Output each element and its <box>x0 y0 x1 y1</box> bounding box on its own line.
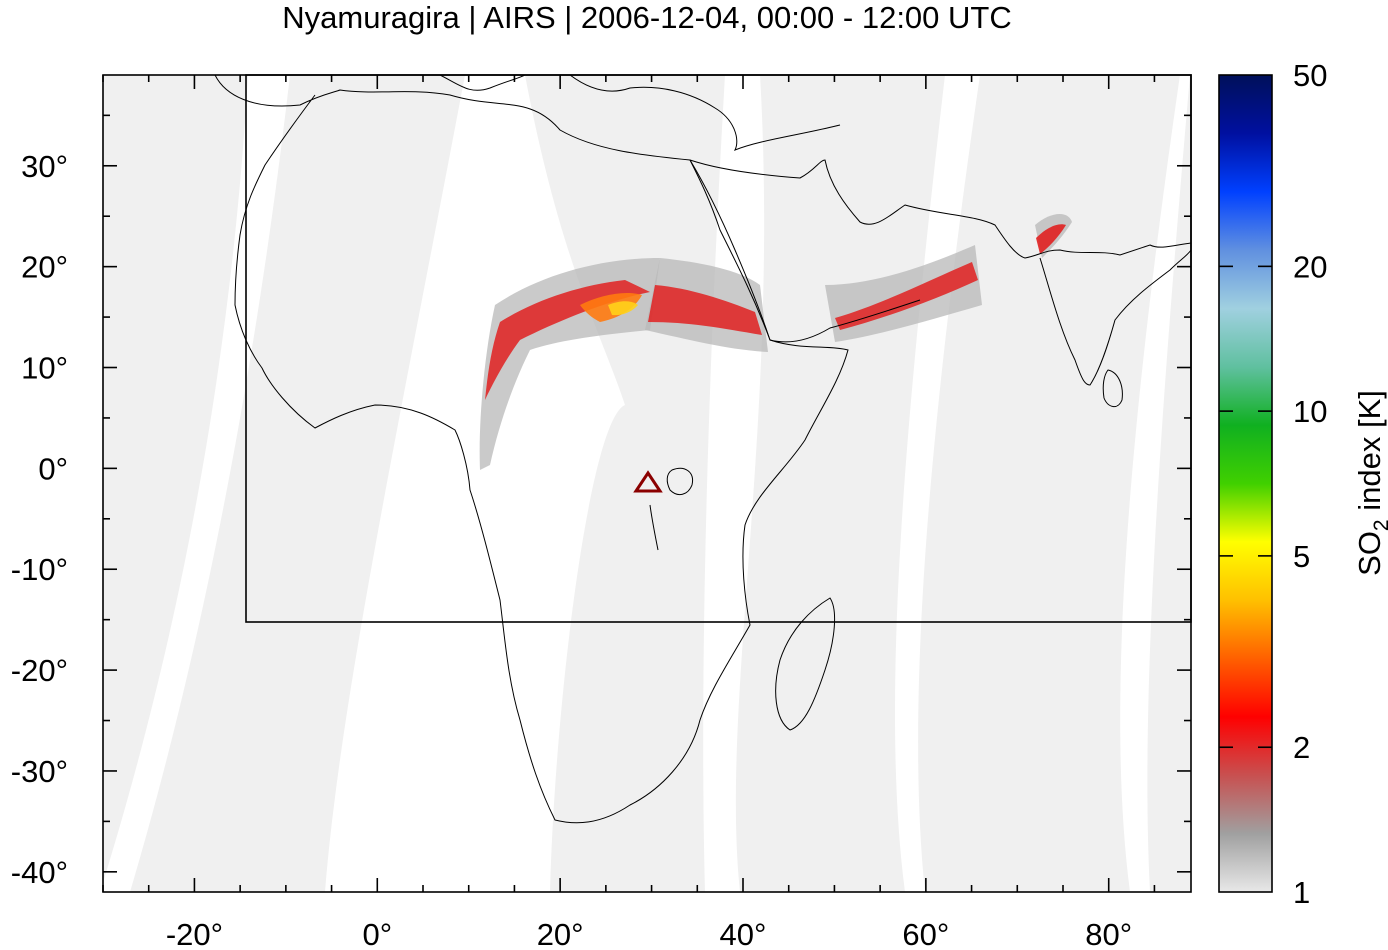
x-tick-label: 80° <box>1085 917 1132 950</box>
y-tick-label: 30° <box>21 149 68 184</box>
coastlines <box>214 75 1191 824</box>
plume-red-far-east <box>1036 224 1066 254</box>
africa-coastline <box>214 75 849 824</box>
x-tick-label: 20° <box>537 917 584 950</box>
y-tick-label: -10° <box>11 552 68 587</box>
x-axis: -20° 0° 20° 40° 60° 80° <box>102 75 1156 950</box>
satellite-swaths <box>103 75 1191 892</box>
colorbar-ticks: 1 2 5 10 20 50 <box>1219 58 1327 910</box>
madagascar-coastline <box>775 597 835 731</box>
x-tick-label: 40° <box>720 917 767 950</box>
x-tick-label: 60° <box>902 917 949 950</box>
colorbar-label: SO2 index [K] <box>1352 390 1388 576</box>
colorbar-tick-label: 10 <box>1293 394 1327 429</box>
swath-1 <box>103 75 248 892</box>
swath-2 <box>130 75 465 892</box>
y-tick-label: 20° <box>21 250 68 285</box>
map-plot-area: -20° 0° 20° 40° 60° 80° 30° 20° 10° 0° -10° -20° -3… <box>11 74 1192 950</box>
triangle-icon <box>633 470 663 493</box>
colorbar-tick-label: 2 <box>1293 730 1310 765</box>
plume-red-central <box>648 285 762 335</box>
plume-yellow-core <box>608 301 638 316</box>
colorbar-tick-label: 50 <box>1293 58 1327 93</box>
y-tick-label: 10° <box>21 351 68 386</box>
arabia-coastline <box>689 159 1191 259</box>
plot-frame <box>102 74 1192 893</box>
plume-red-west <box>485 280 650 400</box>
y-tick-label: -20° <box>11 653 68 688</box>
red-sea-east-coast <box>689 159 921 343</box>
swath-6 <box>1147 75 1191 892</box>
india-coastline <box>1039 249 1191 386</box>
y-tick-label: 0° <box>38 451 68 486</box>
lake-victoria-outline <box>666 467 694 496</box>
x-tick-label: 0° <box>362 917 392 950</box>
colorbar-tick-label: 20 <box>1293 249 1327 284</box>
colorbar-tick-label: 5 <box>1293 539 1310 574</box>
y-tick-label: -30° <box>11 754 68 789</box>
sri-lanka-coastline <box>1102 369 1123 407</box>
y-axis: 30° 20° 10° 0° -10° -20° -30° -40° <box>11 114 1191 890</box>
europe-coastline <box>439 75 841 151</box>
swath-5 <box>918 75 1180 892</box>
colorbar: 1 2 5 10 20 50 SO2 index [K] <box>1218 58 1388 910</box>
colorbar-tick-label: 1 <box>1293 875 1310 910</box>
colorbar-gradient <box>1218 74 1273 893</box>
lake-tanganyika-outline <box>649 504 659 551</box>
map-title: Nyamuragira | AIRS | 2006-12-04, 00:00 -… <box>282 0 1012 35</box>
y-tick-label: -40° <box>11 855 68 890</box>
plume-red-east <box>835 262 978 330</box>
x-tick-label: -20° <box>166 917 223 950</box>
